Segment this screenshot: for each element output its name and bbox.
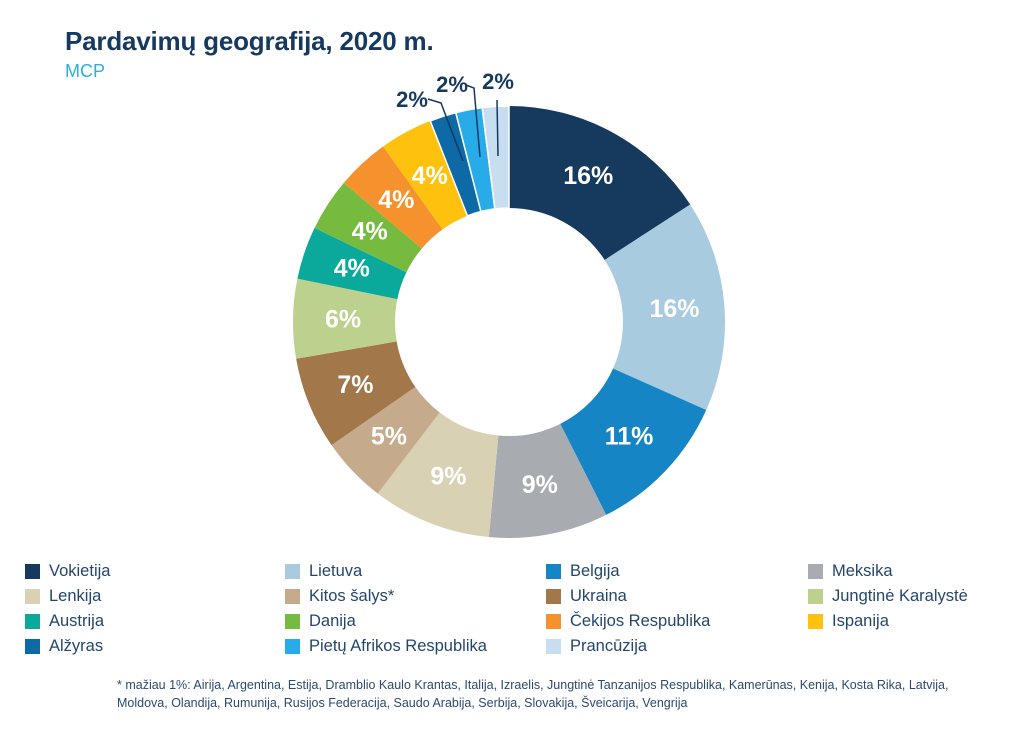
slice-label-14: 2% [482,69,514,94]
legend-label: Danija [309,611,356,630]
legend-item-10: Čekijos Respublika [546,612,808,630]
pie-slice-9 [314,182,422,273]
pie-slice-2 [560,368,707,515]
legend-swatch-icon [25,638,40,654]
slice-label-7: 6% [325,305,361,333]
slice-label-2: 11% [605,423,654,451]
leader-line-12 [427,98,464,162]
legend-label: Alžyras [49,636,104,655]
legend-swatch-icon [25,613,40,629]
pie-slice-5 [331,386,440,494]
legend-label: Prancūzija [570,636,648,655]
legend-item-1: Lietuva [285,562,546,580]
pie-slice-7 [293,278,398,359]
legend-swatch-icon [808,588,823,604]
slice-label-9: 4% [352,218,388,246]
legend-item-7: Jungtinė Karalystė [808,587,1020,605]
slice-label-5: 5% [371,423,407,451]
legend-swatch-icon [25,588,40,604]
legend-label: Ukraina [570,586,627,605]
slice-label-1: 16% [649,295,699,323]
legend-item-0: Vokietija [25,562,285,580]
pie-slice-10 [343,146,443,249]
chart-legend: Vokietija Lietuva Belgija Meksika Lenkija Kit… [25,562,1020,655]
pie-slice-1 [604,204,725,411]
page-title: Pardavimų geografija, 2020 m. [65,26,434,56]
legend-swatch-icon [546,638,561,654]
footnote-line-1: * mažiau 1%: Airija, Argentina, Estija, … [117,678,949,692]
pie-slice-11 [383,120,468,230]
footnote: * mažiau 1%: Airija, Argentina, Estija, … [117,676,948,712]
pie-slice-3 [488,423,607,538]
legend-label: Austrija [49,611,105,630]
legend-label: Lietuva [309,561,363,580]
legend-label: Jungtinė Karalystė [832,586,968,605]
legend-item-12: Alžyras [25,637,285,655]
legend-label: Vokietija [49,561,111,580]
legend-item-3: Meksika [808,562,1020,580]
legend-swatch-icon [25,563,40,579]
slice-label-0: 16% [563,162,613,190]
slice-label-10: 4% [378,186,414,214]
pie-slice-8 [297,227,407,300]
legend-swatch-icon [808,563,823,579]
legend-label: Belgija [570,561,620,580]
slice-label-6: 7% [337,371,373,399]
legend-item-6: Ukraina [546,587,808,605]
slice-label-4: 9% [430,463,466,491]
legend-item-2: Belgija [546,562,808,580]
legend-item-5: Kitos šalys* [285,587,546,605]
slice-label-12: 2% [396,87,428,112]
slice-label-13: 2% [436,72,468,97]
legend-swatch-icon [285,563,300,579]
legend-swatch-icon [285,613,300,629]
legend-item-13: Pietų Afrikos Respublika [285,637,546,655]
legend-swatch-icon [546,588,561,604]
legend-item-9: Danija [285,612,546,630]
legend-item-4: Lenkija [25,587,285,605]
pie-slice-6 [296,341,416,446]
legend-label: Pietų Afrikos Respublika [309,636,487,655]
legend-label: Kitos šalys* [309,586,395,605]
legend-item-8: Austrija [25,612,285,630]
leader-line-14 [496,99,499,157]
leader-line-13 [465,84,481,158]
legend-swatch-icon [546,613,561,629]
legend-label: Ispanija [832,611,889,630]
legend-item-11: Ispanija [808,612,1020,630]
pie-slice-4 [377,412,499,538]
legend-swatch-icon [285,588,300,604]
slice-label-3: 9% [522,471,558,499]
pie-slice-0 [509,106,691,260]
legend-item-14: Prancūzija [546,637,808,655]
legend-swatch-icon [546,563,561,579]
legend-swatch-icon [808,613,823,629]
legend-swatch-icon [285,638,300,654]
page-subtitle: MCP [65,61,105,81]
legend-label: Lenkija [49,586,102,605]
slice-label-8: 4% [334,255,370,283]
legend-label: Meksika [832,561,893,580]
slice-label-11: 4% [412,162,448,190]
pie-slice-14 [481,105,510,210]
footnote-line-2: Moldova, Olandija, Rumunija, Rusijos Fed… [117,696,688,710]
legend-label: Čekijos Respublika [570,611,711,630]
